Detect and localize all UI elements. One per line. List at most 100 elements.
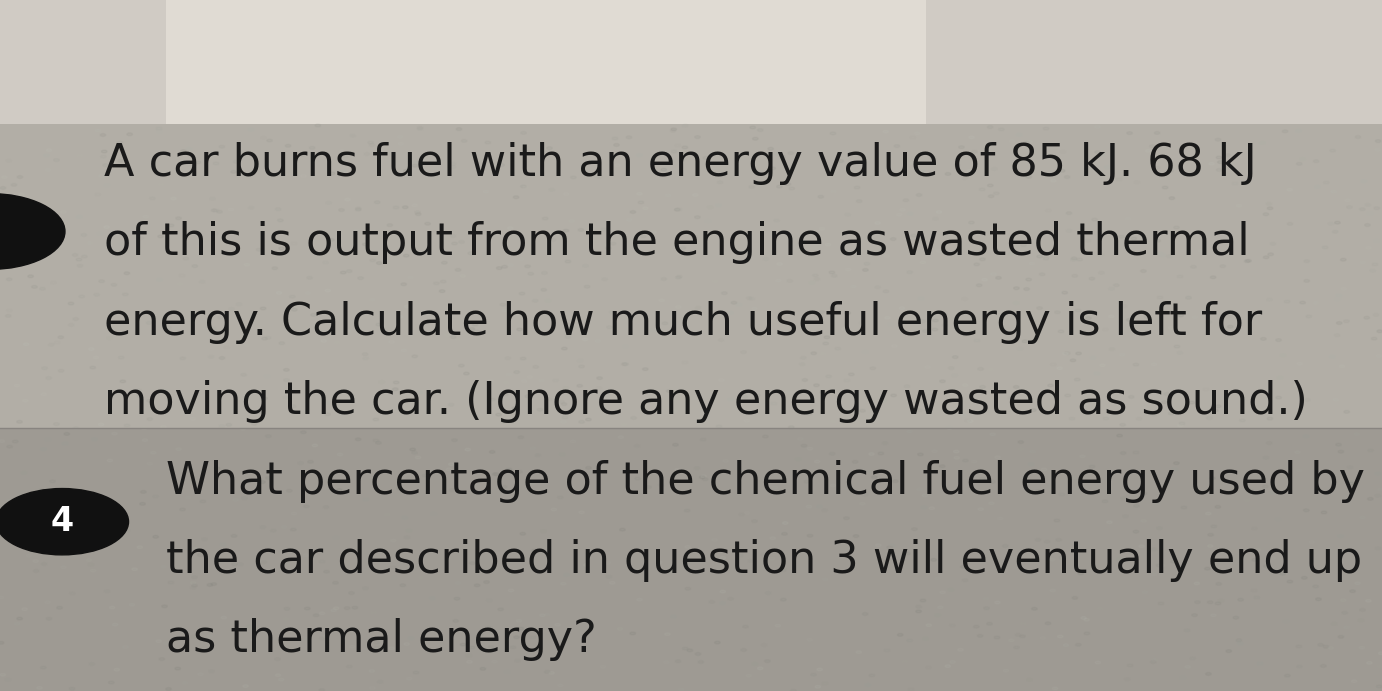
Circle shape bbox=[209, 484, 214, 486]
Circle shape bbox=[1125, 583, 1130, 586]
Circle shape bbox=[130, 618, 135, 621]
Circle shape bbox=[795, 368, 800, 371]
Circle shape bbox=[893, 548, 898, 551]
Circle shape bbox=[802, 563, 807, 566]
Circle shape bbox=[988, 191, 994, 193]
Circle shape bbox=[1317, 576, 1323, 579]
Circle shape bbox=[645, 618, 651, 621]
Circle shape bbox=[1191, 613, 1197, 616]
Circle shape bbox=[745, 539, 750, 542]
Circle shape bbox=[821, 308, 826, 311]
Circle shape bbox=[963, 194, 969, 197]
Circle shape bbox=[44, 350, 50, 352]
Circle shape bbox=[817, 125, 822, 128]
Circle shape bbox=[438, 406, 444, 409]
Circle shape bbox=[1292, 191, 1298, 194]
Circle shape bbox=[757, 507, 763, 510]
Circle shape bbox=[597, 539, 603, 542]
Circle shape bbox=[525, 370, 531, 372]
Circle shape bbox=[992, 346, 998, 349]
Circle shape bbox=[1263, 159, 1269, 162]
Circle shape bbox=[153, 322, 159, 325]
Circle shape bbox=[677, 612, 683, 614]
Circle shape bbox=[750, 369, 756, 372]
Circle shape bbox=[1059, 508, 1064, 511]
Circle shape bbox=[1007, 426, 1013, 429]
Circle shape bbox=[786, 144, 792, 146]
Circle shape bbox=[65, 193, 70, 196]
Circle shape bbox=[1155, 672, 1161, 674]
Circle shape bbox=[1139, 471, 1144, 474]
Circle shape bbox=[521, 536, 527, 539]
Circle shape bbox=[922, 422, 927, 425]
Circle shape bbox=[1118, 241, 1124, 244]
Circle shape bbox=[558, 513, 564, 515]
Circle shape bbox=[1081, 470, 1086, 473]
Circle shape bbox=[778, 139, 784, 142]
Circle shape bbox=[124, 614, 130, 617]
Circle shape bbox=[524, 413, 529, 415]
Circle shape bbox=[439, 210, 445, 213]
Circle shape bbox=[8, 591, 14, 594]
Circle shape bbox=[792, 286, 797, 289]
Circle shape bbox=[97, 310, 102, 312]
Circle shape bbox=[940, 679, 945, 682]
Circle shape bbox=[405, 417, 410, 420]
Circle shape bbox=[181, 386, 187, 389]
Circle shape bbox=[1307, 259, 1313, 262]
Circle shape bbox=[1296, 197, 1302, 200]
Circle shape bbox=[332, 187, 337, 190]
Circle shape bbox=[1220, 315, 1226, 318]
Circle shape bbox=[947, 317, 952, 320]
Circle shape bbox=[710, 312, 716, 314]
Circle shape bbox=[589, 286, 594, 289]
Circle shape bbox=[339, 682, 344, 685]
Circle shape bbox=[1006, 204, 1012, 207]
Circle shape bbox=[427, 585, 433, 587]
Circle shape bbox=[891, 529, 897, 532]
Circle shape bbox=[35, 131, 40, 134]
Circle shape bbox=[491, 310, 496, 312]
Circle shape bbox=[861, 346, 867, 348]
Circle shape bbox=[46, 329, 51, 332]
Circle shape bbox=[843, 372, 849, 375]
Circle shape bbox=[847, 623, 853, 625]
Circle shape bbox=[934, 401, 940, 404]
Circle shape bbox=[1367, 210, 1372, 213]
Circle shape bbox=[759, 685, 764, 688]
Circle shape bbox=[518, 625, 524, 628]
Circle shape bbox=[952, 290, 958, 292]
Circle shape bbox=[745, 332, 750, 334]
Circle shape bbox=[576, 178, 582, 180]
Circle shape bbox=[101, 372, 106, 375]
Circle shape bbox=[864, 623, 869, 625]
Circle shape bbox=[428, 422, 434, 425]
Circle shape bbox=[405, 319, 410, 322]
Circle shape bbox=[223, 274, 228, 276]
Circle shape bbox=[988, 247, 994, 249]
Circle shape bbox=[984, 232, 990, 235]
Circle shape bbox=[752, 142, 757, 144]
Circle shape bbox=[1137, 508, 1143, 511]
Circle shape bbox=[742, 130, 748, 133]
Circle shape bbox=[1126, 502, 1132, 504]
Circle shape bbox=[739, 422, 745, 424]
Circle shape bbox=[1067, 384, 1072, 386]
Circle shape bbox=[914, 579, 919, 582]
Circle shape bbox=[782, 417, 788, 419]
Circle shape bbox=[858, 371, 864, 374]
Circle shape bbox=[1204, 306, 1209, 309]
Circle shape bbox=[185, 281, 191, 284]
Circle shape bbox=[1204, 428, 1209, 431]
Circle shape bbox=[547, 495, 553, 498]
Circle shape bbox=[670, 325, 676, 328]
Circle shape bbox=[914, 245, 919, 248]
Circle shape bbox=[358, 507, 363, 509]
Circle shape bbox=[1179, 424, 1184, 427]
Circle shape bbox=[1114, 282, 1119, 285]
Circle shape bbox=[1063, 364, 1068, 367]
Circle shape bbox=[730, 245, 735, 248]
Circle shape bbox=[511, 224, 517, 227]
Circle shape bbox=[104, 547, 109, 550]
Circle shape bbox=[191, 227, 196, 230]
